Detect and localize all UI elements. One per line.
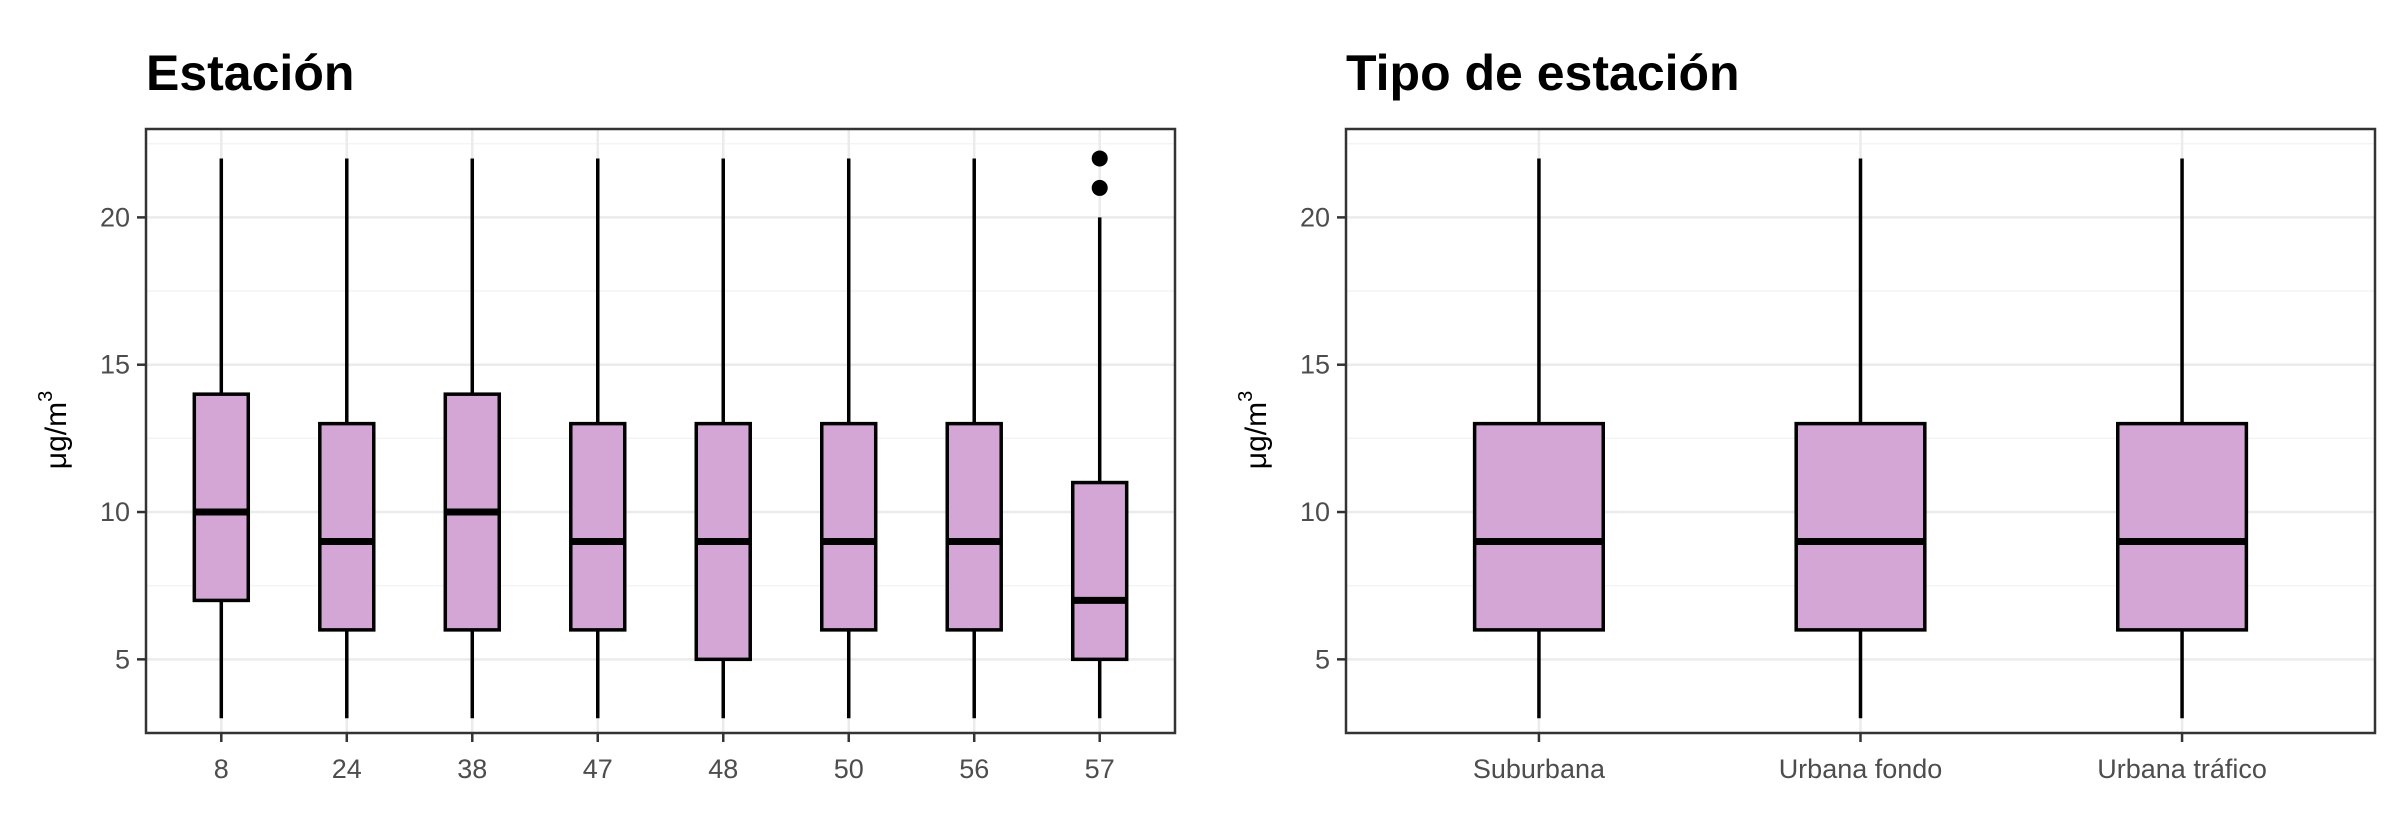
box-47 (569, 158, 627, 719)
y-tick-label: 10 (1300, 497, 1330, 527)
box-urbana-tráfico (2116, 158, 2249, 719)
box-iqr (1070, 480, 1129, 662)
x-tick-label: 8 (214, 754, 229, 784)
outlier-point (1091, 150, 1108, 167)
y-tick-label: 15 (100, 350, 130, 380)
x-tick-label: Urbana tráfico (2097, 754, 2267, 784)
box-38 (443, 158, 501, 719)
panel-tipo-de-estacion: Tipo de estación μg/m3 5 10 15 20 Suburbana U… (1235, 45, 2377, 784)
x-tick-label: 47 (583, 754, 613, 784)
x-tick-label: 57 (1085, 754, 1115, 784)
outlier-point (1091, 179, 1108, 196)
box-iqr (2116, 421, 2249, 632)
box-iqr (569, 421, 627, 632)
y-axis-title-estacion: μg/m3 (35, 391, 73, 469)
x-tick-label: 24 (332, 754, 362, 784)
y-tick-label: 20 (100, 202, 130, 232)
box-56 (945, 158, 1003, 719)
y-axis-title-text: μg/m (1240, 402, 1273, 469)
box-suburbana (1472, 158, 1605, 719)
box-48 (694, 158, 752, 719)
x-tick-label: 48 (708, 754, 738, 784)
box-57 (1070, 150, 1129, 719)
x-tick-label: 38 (457, 754, 487, 784)
x-tick-label: 56 (959, 754, 989, 784)
plot-background (146, 129, 1175, 733)
y-tick-label: 20 (1300, 202, 1330, 232)
y-tick-label: 5 (115, 644, 130, 674)
x-tick-label: 50 (834, 754, 864, 784)
panel-title-tipo-de-estacion: Tipo de estación (1346, 45, 1740, 101)
y-axis-title-superscript: 3 (35, 391, 57, 402)
panel-title-estacion: Estación (146, 45, 354, 101)
box-24 (318, 158, 376, 719)
y-tick-label: 10 (100, 497, 130, 527)
box-iqr (192, 392, 251, 603)
y-axis-title-tipo: μg/m3 (1235, 391, 1273, 469)
box-iqr (1794, 421, 1927, 632)
box-iqr (820, 421, 878, 632)
box-iqr (945, 421, 1003, 632)
panel-estacion: Estación μg/m3 5 10 15 20 8 24 38 47 48 50 56 57 (35, 45, 1177, 784)
box-urbana-fondo (1794, 158, 1927, 719)
box-50 (820, 158, 878, 719)
y-axis-title-superscript: 3 (1235, 391, 1257, 402)
x-tick-label: Urbana fondo (1779, 754, 1943, 784)
box-iqr (318, 421, 376, 632)
x-tick-label: Suburbana (1473, 754, 1606, 784)
box-iqr (1472, 421, 1605, 632)
y-tick-label: 15 (1300, 350, 1330, 380)
panel-border (144, 127, 1177, 735)
y-tick-label: 5 (1315, 644, 1330, 674)
y-axis-title-text: μg/m (40, 402, 73, 469)
box-8 (192, 158, 251, 719)
